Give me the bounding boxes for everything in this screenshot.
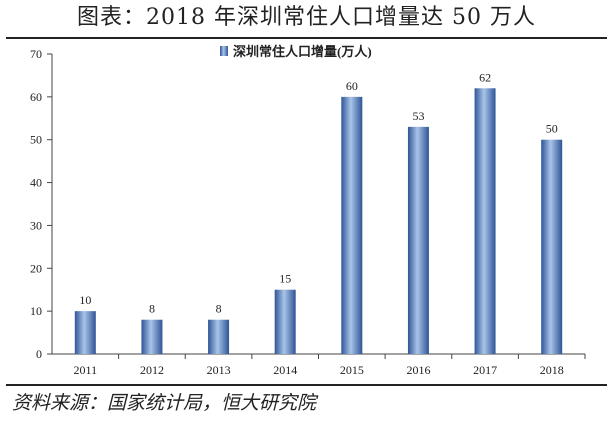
data-label: 50 — [546, 122, 558, 136]
data-label: 53 — [412, 109, 424, 123]
bar — [341, 96, 363, 354]
y-tick-label: 40 — [30, 176, 42, 190]
data-label: 60 — [346, 79, 358, 93]
axes: 0 10 20 30 40 50 60 70 2011 2012 2013 2014 2015 2016 2… — [30, 47, 586, 377]
legend-label: 深圳常住人口增量(万人) — [233, 44, 372, 59]
y-tick-label: 20 — [30, 261, 42, 275]
y-tick-label: 10 — [30, 304, 42, 318]
bars — [74, 88, 563, 355]
y-tick-label: 30 — [30, 218, 42, 232]
x-tick-label: 2015 — [340, 363, 364, 377]
x-tick-label: 2012 — [140, 363, 164, 377]
data-label: 10 — [79, 293, 91, 307]
legend-swatch — [220, 46, 228, 56]
bar — [141, 319, 163, 354]
bar — [407, 126, 429, 354]
x-tick-label: 2011 — [74, 363, 98, 377]
chart-title: 图表：2018 年深圳常住人口增量达 50 万人 — [77, 5, 536, 30]
data-label: 62 — [479, 70, 491, 84]
chart-title-row: 图表：2018 年深圳常住人口增量达 50 万人 — [0, 0, 613, 36]
x-tick-label: 2016 — [406, 363, 430, 377]
x-tick-label: 2018 — [540, 363, 564, 377]
x-tick-label: 2014 — [273, 363, 297, 377]
bottom-divider — [6, 384, 607, 386]
y-tick-label: 50 — [30, 133, 42, 147]
top-divider — [6, 37, 607, 39]
data-label: 8 — [216, 302, 222, 316]
bar — [474, 88, 496, 355]
bar — [74, 311, 96, 354]
x-tick-label: 2013 — [207, 363, 231, 377]
bar-chart: 0 10 20 30 40 50 60 70 2011 2012 2013 2014 2015 2016 2… — [30, 44, 586, 377]
source-note: 资料来源：国家统计局，恒大研究院 — [12, 392, 317, 414]
legend: 深圳常住人口增量(万人) — [220, 44, 372, 59]
data-label: 15 — [279, 272, 291, 286]
x-tick-label: 2017 — [473, 363, 497, 377]
y-tick-label: 60 — [30, 90, 42, 104]
chart-area: 0 10 20 30 40 50 60 70 2011 2012 2013 2014 2015 2016 2… — [0, 40, 613, 382]
y-tick-label: 70 — [30, 47, 42, 61]
bar — [274, 289, 296, 354]
bar — [208, 319, 230, 354]
data-label: 8 — [149, 302, 155, 316]
y-tick-label: 0 — [36, 347, 42, 361]
bar — [541, 139, 563, 354]
data-labels: 10 8 8 15 60 53 62 50 — [79, 70, 557, 315]
